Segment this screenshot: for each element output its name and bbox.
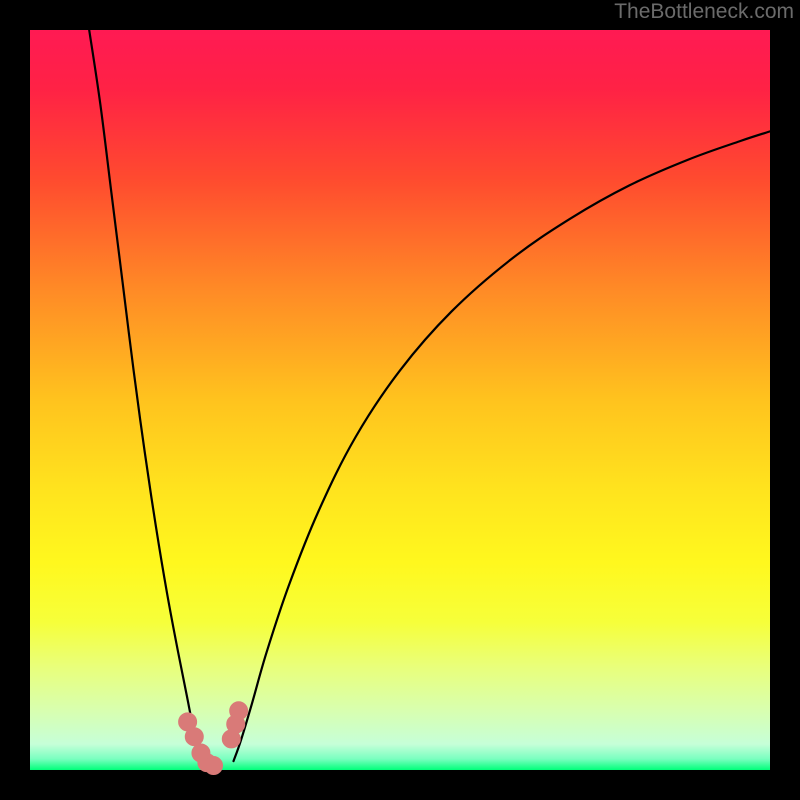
chart-root: TheBottleneck.com	[0, 0, 800, 800]
plot-background-gradient	[30, 30, 770, 770]
data-marker	[205, 757, 223, 775]
chart-svg	[0, 0, 800, 800]
data-marker	[185, 728, 203, 746]
watermark-text: TheBottleneck.com	[614, 0, 794, 24]
data-marker	[230, 702, 248, 720]
